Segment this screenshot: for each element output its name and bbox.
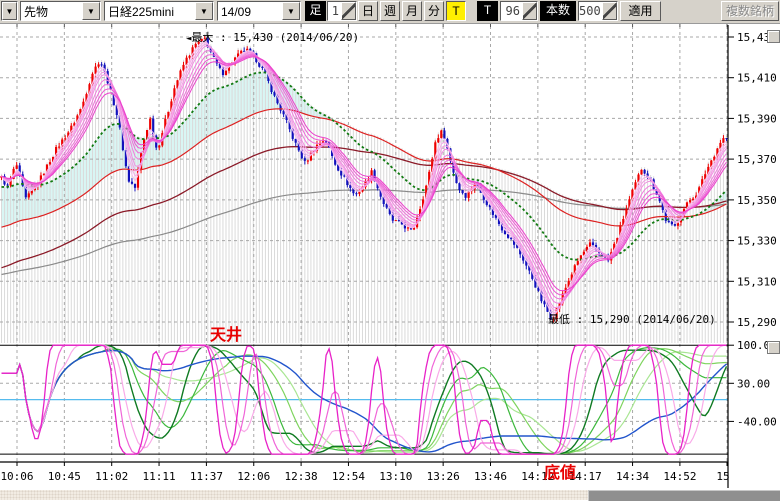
period-week-button[interactable]: 週 — [380, 1, 400, 21]
x-time-label: 14:52 — [663, 470, 696, 483]
x-time-label: 14:17 — [569, 470, 602, 483]
annotation-ceiling: 天井 — [210, 327, 243, 344]
main-y-label: 15,390 — [737, 112, 777, 125]
main-y-label: 15,290 — [737, 316, 777, 329]
main-y-label: 15,330 — [737, 235, 777, 248]
horizontal-scrollbar[interactable] — [0, 490, 780, 501]
ma-red — [1, 108, 727, 228]
chevron-down-icon[interactable]: ▼ — [82, 2, 100, 20]
chevron-down-icon[interactable]: ▼ — [2, 2, 17, 20]
main-y-label: 15,370 — [737, 153, 777, 166]
annotation-min: 最低 : 15,290 (2014/06/20) — [548, 313, 716, 326]
main-y-label: 15,350 — [737, 194, 777, 207]
tick-mode-button[interactable]: T — [477, 1, 498, 21]
left-arrow-icon: ◄ — [186, 34, 192, 44]
rci-9 — [1, 344, 727, 455]
main-y-label: 15,410 — [737, 72, 777, 85]
sub-y-label: -40.00 — [737, 415, 777, 428]
instrument-type-combo[interactable]: 先物 ▼ — [20, 1, 101, 21]
instrument-value: 日経225mini — [105, 2, 195, 20]
rci-13 — [1, 344, 727, 455]
instrument-combo[interactable]: 日経225mini ▼ — [104, 1, 214, 21]
x-time-label: 12:54 — [332, 470, 365, 483]
ribbon-ma-6 — [1, 45, 727, 309]
rci-18 — [1, 344, 727, 455]
period-month-button[interactable]: 月 — [402, 1, 422, 21]
x-time-label: 13:10 — [379, 470, 412, 483]
bar-interval-input[interactable] — [328, 2, 341, 20]
ma-band — [1, 72, 333, 228]
bar-interval-spinner[interactable] — [327, 1, 357, 21]
period-minute-button[interactable]: 分 — [424, 1, 444, 21]
contract-month-value: 14/09 — [218, 2, 282, 20]
chevron-down-icon[interactable]: ▼ — [195, 2, 213, 20]
ma-maroon — [1, 145, 727, 269]
spinner-icon[interactable] — [602, 2, 617, 20]
rci-26 — [1, 344, 728, 455]
multi-symbol-button[interactable]: 複数銘柄 — [721, 1, 779, 21]
bar-count-spinner[interactable] — [578, 1, 618, 21]
x-time-label: 12:38 — [285, 470, 318, 483]
contract-month-combo[interactable]: 14/09 ▼ — [217, 1, 301, 21]
x-time-label: 10:45 — [48, 470, 81, 483]
gridlines — [0, 26, 728, 461]
x-time-label: 13:26 — [427, 470, 460, 483]
bar-type-button[interactable]: 足 — [305, 1, 326, 21]
sub-y-label: 30.00 — [737, 377, 770, 390]
instrument-type-value: 先物 — [21, 2, 82, 20]
tick-count-spinner[interactable] — [500, 1, 538, 21]
x-time-label: 14:34 — [616, 470, 649, 483]
toolbar: ▼ 先物 ▼ 日経225mini ▼ 14/09 ▼ 足 日 週 月 分 T T… — [0, 0, 780, 24]
axis-labels: 15,430 15,410 15,390 15,370 15,350 15,330 15,3… — [0, 23, 777, 483]
annotation-bottom: 底値 — [544, 465, 577, 482]
ribbon-ma-8 — [1, 50, 727, 304]
bar-count-input[interactable] — [579, 2, 602, 20]
apply-button[interactable]: 適用 — [620, 1, 661, 21]
sub-y-label: 100.00 — [737, 339, 777, 352]
x-time-label: 11:11 — [142, 470, 175, 483]
rci-80 — [1, 349, 727, 453]
main-y-label: 15,430 — [737, 31, 777, 44]
axis-settings-button-sub[interactable] — [767, 341, 780, 354]
period-day-button[interactable]: 日 — [358, 1, 378, 21]
spinner-icon[interactable] — [522, 2, 537, 20]
axis-settings-button-main[interactable] — [767, 30, 780, 43]
mini-combo[interactable]: ▼ — [1, 1, 18, 21]
spinner-icon[interactable] — [341, 2, 356, 20]
x-time-label: 11:02 — [95, 470, 128, 483]
x-time-label: 12:06 — [237, 470, 270, 483]
rci-34 — [1, 347, 727, 454]
annotation-max: ◄最大 : 15,430 (2014/06/20) — [186, 31, 360, 44]
x-time-label: 13:46 — [474, 470, 507, 483]
x-time-label: 15 — [716, 470, 729, 483]
main-y-label: 15,310 — [737, 275, 777, 288]
tick-count-input[interactable] — [501, 2, 522, 20]
x-time-label: 14:12 — [521, 470, 554, 483]
chevron-down-icon[interactable]: ▼ — [282, 2, 300, 20]
x-time-label: 10:06 — [0, 470, 33, 483]
bar-count-label: 本数 — [540, 1, 576, 21]
bar-stripes — [1, 34, 727, 343]
ribbon-ma-14 — [1, 56, 727, 292]
x-time-label: 11:37 — [190, 470, 223, 483]
period-tick-button[interactable]: T — [446, 1, 466, 21]
scrollbar-thumb[interactable] — [588, 490, 780, 501]
